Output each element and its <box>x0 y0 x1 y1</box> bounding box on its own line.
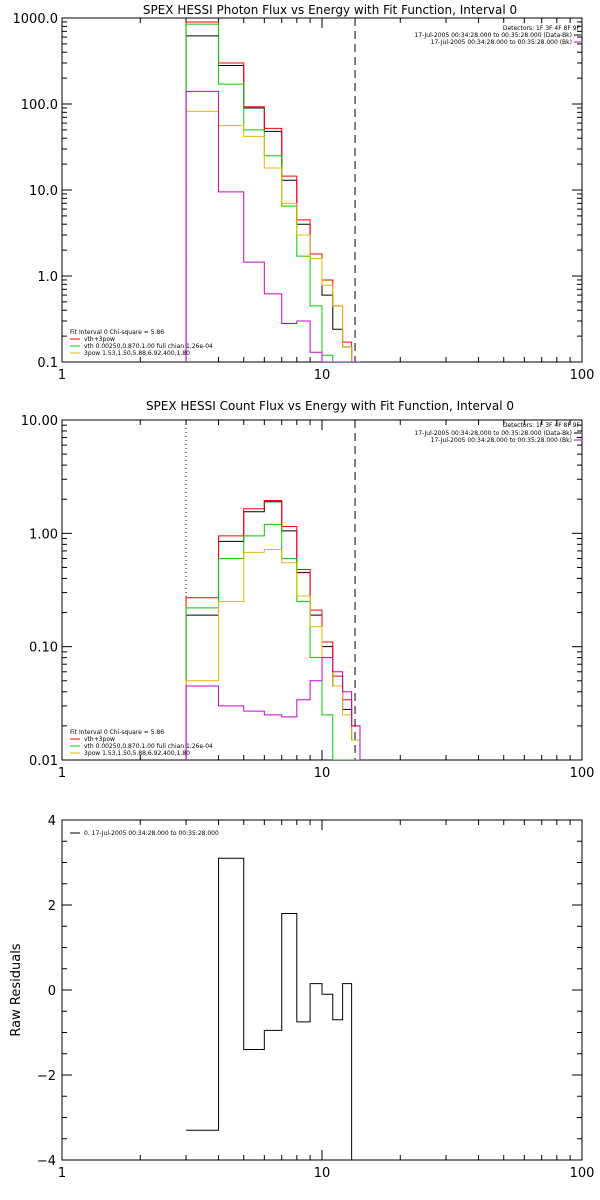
count-flux-legend-left-1: vth+3pow <box>84 736 115 743</box>
photon-flux-legend-right-1: 17-Jul-2005 00:34:28.000 to 00:35:28.000… <box>431 39 572 46</box>
count-flux-panel: SPEX HESSI Count Flux vs Energy with Fit… <box>21 399 595 781</box>
photon-flux-x-tick-label: 10 <box>314 368 331 383</box>
photon-flux-legend-left-3: 3pow 1.53,1.50,5.88,6.92,400,1.80 <box>84 350 190 357</box>
residuals-series-residuals <box>186 857 360 1160</box>
residuals-x-tick-label: 1 <box>58 1166 66 1181</box>
residuals-x-tick-label: 10 <box>314 1166 331 1181</box>
count-flux-series-total-fit <box>185 499 361 760</box>
photon-flux-series-total-fit <box>185 21 360 362</box>
count-flux-legend-right-1: 17-Jul-2005 00:34:28.000 to 00:35:28.000… <box>431 437 572 444</box>
photon-flux-y-tick-label: 0.1 <box>37 356 58 371</box>
count-flux-y-tick-label: 0.01 <box>29 754 58 769</box>
photon-flux-y-tick-label: 10.0 <box>29 184 58 199</box>
photon-flux-panel: SPEX HESSI Photon Flux vs Energy with Fi… <box>13 3 595 383</box>
count-flux-x-tick-label: 1 <box>58 766 66 781</box>
count-flux-y-tick-label: 10.00 <box>21 414 58 429</box>
count-flux-y-tick-label: 0.10 <box>29 641 58 656</box>
count-flux-detectors: Detectors: 1F 3F 4F 8F 9F <box>503 422 581 429</box>
count-flux-legend-right-0: 17-Jul-2005 00:34:28.000 to 00:35:28.000… <box>414 430 572 437</box>
photon-flux-series-background <box>185 90 360 362</box>
count-flux-legend-left-2: vth 0.00250,0.870,1.00 full chian 1.26e-… <box>84 743 213 750</box>
count-flux-series-background <box>185 657 361 760</box>
photon-flux-legend-left-0: Fit Interval 0 Chi-square = 5.86 <box>70 329 164 336</box>
photon-flux-series-data <box>185 35 360 362</box>
photon-flux-detectors: Detectors: 1F 3F 4F 8F 9F <box>503 25 581 32</box>
residuals-y-tick-label: 0 <box>48 984 56 999</box>
count-flux-legend-left-3: 3pow 1.53,1.50,5.88,6.92,400,1.80 <box>84 750 190 757</box>
count-flux-title: SPEX HESSI Count Flux vs Energy with Fit… <box>146 399 514 413</box>
photon-flux-legend-left-2: vth 0.00250,0.870,1.00 full chian 1.26e-… <box>84 343 213 350</box>
count-flux-x-tick-label: 10 <box>314 766 331 781</box>
photon-flux-y-tick-label: 1000.0 <box>13 12 59 27</box>
count-flux-legend-left-0: Fit Interval 0 Chi-square = 5.86 <box>70 729 164 736</box>
count-flux-x-tick-label: 100 <box>570 766 595 781</box>
residuals-x-tick-label: 100 <box>570 1166 595 1181</box>
photon-flux-x-tick-label: 1 <box>58 368 66 383</box>
photon-flux-y-tick-label: 1.0 <box>37 270 58 285</box>
photon-flux-title: SPEX HESSI Photon Flux vs Energy with Fi… <box>143 3 517 17</box>
residuals-y-tick-label: 2 <box>48 899 56 914</box>
residuals-y-tick-label: 4 <box>48 814 56 829</box>
count-flux-series-data <box>185 501 361 760</box>
photon-flux-legend-left-1: vth+3pow <box>84 336 115 343</box>
residuals-y-tick-label: −4 <box>37 1154 56 1169</box>
photon-flux-x-tick-label: 100 <box>570 368 595 383</box>
photon-flux-series-vth <box>185 23 360 362</box>
residuals-legend-label: 0. 17-Jul-2005 00:34:28.000 to 00:35:28.… <box>84 830 219 837</box>
residuals-panel: Raw Residuals 0. 17-Jul-2005 00:34:28.00… <box>9 814 594 1181</box>
residuals-ylabel: Raw Residuals <box>9 943 24 1036</box>
photon-flux-series-3pow <box>185 110 360 362</box>
photon-flux-legend-right-0: 17-Jul-2005 00:34:28.000 to 00:35:28.000… <box>414 32 572 39</box>
count-flux-series-3pow <box>185 549 361 760</box>
residuals-y-tick-label: −2 <box>37 1069 56 1084</box>
count-flux-y-tick-label: 1.00 <box>29 527 58 542</box>
count-flux-series-vth <box>185 523 360 760</box>
photon-flux-y-tick-label: 100.0 <box>21 98 58 113</box>
